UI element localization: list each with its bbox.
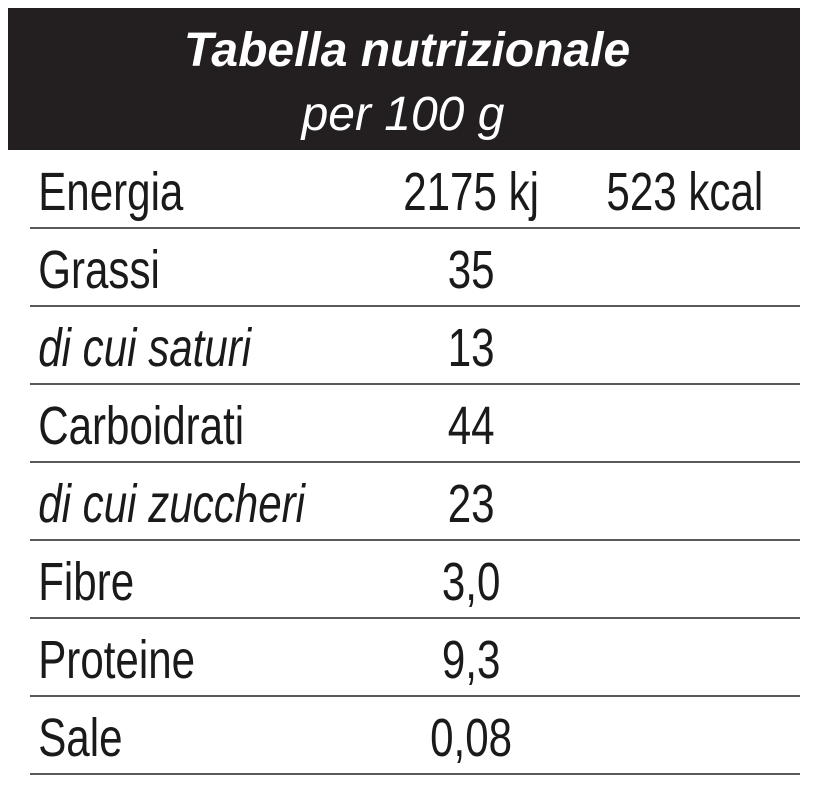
row-label: Carboidrati [38,396,244,456]
row-label: Grassi [38,240,160,300]
row-value: 35 [448,240,495,300]
row-label: Fibre [38,552,134,612]
rows: Energia 2175 kj 523 kcal Grassi 35 di cu… [38,162,763,768]
row-label: Proteine [38,630,195,690]
row-label: di cui zuccheri [38,474,306,534]
row-value: 44 [448,396,495,456]
subtitle: per 100 g [300,88,505,141]
row-value: 23 [448,474,495,534]
row-value: 13 [448,318,495,378]
row-value: 523 kcal [606,162,763,222]
row-value: 2175 kj [403,162,539,222]
row-label: Sale [38,708,122,768]
row-value: 9,3 [442,630,501,690]
title: Tabella nutrizionale [184,24,630,77]
row-label: Energia [38,162,183,222]
row-value: 3,0 [442,552,501,612]
row-value: 0,08 [430,708,512,768]
rules [30,227,800,775]
row-label: di cui saturi [38,318,252,378]
header-box [8,8,800,150]
